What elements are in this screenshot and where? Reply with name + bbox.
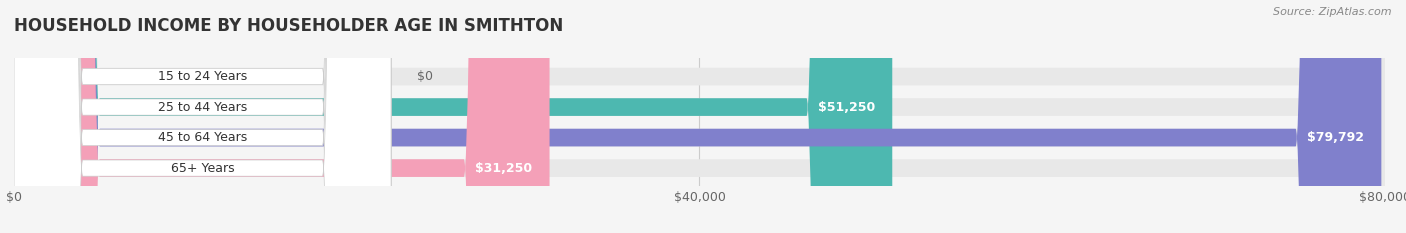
FancyBboxPatch shape (14, 0, 893, 233)
FancyBboxPatch shape (14, 0, 1385, 233)
Text: 65+ Years: 65+ Years (170, 162, 235, 175)
Text: $31,250: $31,250 (475, 162, 533, 175)
Text: 15 to 24 Years: 15 to 24 Years (157, 70, 247, 83)
Text: 45 to 64 Years: 45 to 64 Years (157, 131, 247, 144)
Text: Source: ZipAtlas.com: Source: ZipAtlas.com (1274, 7, 1392, 17)
FancyBboxPatch shape (14, 0, 1385, 233)
FancyBboxPatch shape (14, 0, 391, 233)
Text: HOUSEHOLD INCOME BY HOUSEHOLDER AGE IN SMITHTON: HOUSEHOLD INCOME BY HOUSEHOLDER AGE IN S… (14, 17, 564, 35)
Text: 25 to 44 Years: 25 to 44 Years (157, 101, 247, 113)
FancyBboxPatch shape (14, 0, 1385, 233)
FancyBboxPatch shape (14, 0, 550, 233)
Text: $51,250: $51,250 (818, 101, 875, 113)
Text: $0: $0 (416, 70, 433, 83)
FancyBboxPatch shape (14, 0, 1385, 233)
FancyBboxPatch shape (14, 0, 391, 233)
FancyBboxPatch shape (14, 0, 391, 233)
Text: $79,792: $79,792 (1308, 131, 1364, 144)
FancyBboxPatch shape (14, 0, 391, 233)
FancyBboxPatch shape (14, 0, 1381, 233)
